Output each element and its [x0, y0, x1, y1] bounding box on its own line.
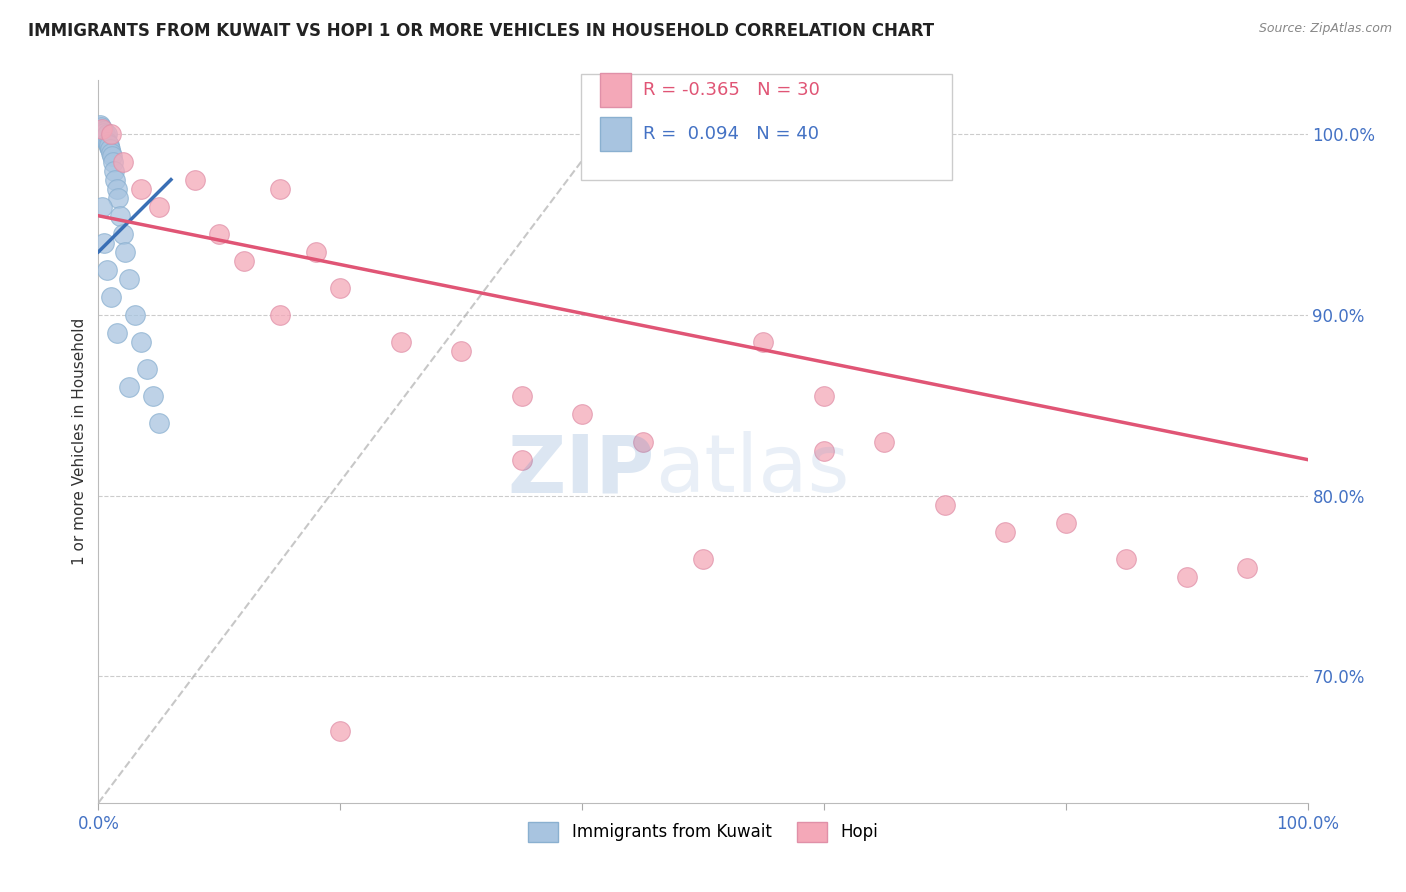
- Point: [873, 434, 896, 449]
- Point: [1175, 570, 1198, 584]
- Point: [97, 140, 120, 154]
- Point: [100, 128, 122, 142]
- Point: [93, 126, 115, 140]
- Point: [1054, 516, 1077, 530]
- Point: [93, 124, 115, 138]
- Text: atlas: atlas: [655, 432, 849, 509]
- Point: [142, 389, 165, 403]
- Point: [90, 124, 112, 138]
- Point: [108, 209, 131, 223]
- Point: [96, 129, 118, 144]
- Point: [98, 138, 121, 153]
- Text: IMMIGRANTS FROM KUWAIT VS HOPI 1 OR MORE VEHICLES IN HOUSEHOLD CORRELATION CHART: IMMIGRANTS FROM KUWAIT VS HOPI 1 OR MORE…: [28, 22, 934, 40]
- Point: [91, 122, 114, 136]
- Point: [97, 136, 120, 151]
- Point: [994, 524, 1017, 539]
- Point: [934, 498, 956, 512]
- Point: [111, 227, 134, 241]
- Point: [129, 181, 152, 195]
- Point: [118, 380, 141, 394]
- Point: [510, 389, 533, 403]
- Point: [148, 417, 170, 431]
- Point: [118, 272, 141, 286]
- Point: [89, 122, 111, 136]
- Point: [329, 281, 352, 295]
- Point: [232, 254, 254, 268]
- Point: [90, 120, 112, 135]
- Point: [329, 723, 352, 738]
- Point: [510, 452, 533, 467]
- Point: [269, 181, 291, 195]
- Text: ZIP: ZIP: [508, 432, 655, 509]
- Legend: Immigrants from Kuwait, Hopi: Immigrants from Kuwait, Hopi: [522, 815, 884, 848]
- Point: [93, 235, 115, 250]
- Point: [124, 308, 146, 322]
- Text: Source: ZipAtlas.com: Source: ZipAtlas.com: [1258, 22, 1392, 36]
- Point: [752, 335, 775, 350]
- Point: [105, 326, 128, 341]
- Point: [107, 191, 129, 205]
- Text: R = -0.365   N = 30: R = -0.365 N = 30: [643, 80, 820, 99]
- Point: [1236, 561, 1258, 575]
- Point: [269, 308, 291, 322]
- Point: [91, 129, 114, 144]
- Point: [571, 408, 593, 422]
- Point: [96, 128, 118, 142]
- Point: [389, 335, 412, 350]
- Point: [91, 126, 114, 140]
- Point: [94, 131, 117, 145]
- Point: [148, 200, 170, 214]
- Point: [114, 244, 136, 259]
- Point: [96, 263, 118, 277]
- Point: [100, 290, 122, 304]
- Point: [129, 335, 152, 350]
- Point: [89, 119, 111, 133]
- Y-axis label: 1 or more Vehicles in Household: 1 or more Vehicles in Household: [72, 318, 87, 566]
- Point: [450, 344, 472, 359]
- Point: [135, 362, 157, 376]
- Point: [98, 142, 121, 156]
- Point: [105, 181, 128, 195]
- Point: [305, 244, 328, 259]
- Point: [813, 443, 835, 458]
- Point: [91, 200, 114, 214]
- Point: [208, 227, 231, 241]
- Point: [813, 389, 835, 403]
- Point: [91, 128, 114, 142]
- Point: [184, 172, 207, 186]
- Point: [96, 135, 118, 149]
- Point: [100, 145, 122, 160]
- Point: [111, 154, 134, 169]
- Point: [100, 149, 122, 163]
- Point: [101, 154, 124, 169]
- Point: [692, 552, 714, 566]
- Point: [1115, 552, 1137, 566]
- Text: R =  0.094   N = 40: R = 0.094 N = 40: [643, 125, 818, 144]
- Point: [103, 163, 125, 178]
- Point: [104, 172, 127, 186]
- Point: [94, 133, 117, 147]
- Point: [631, 434, 654, 449]
